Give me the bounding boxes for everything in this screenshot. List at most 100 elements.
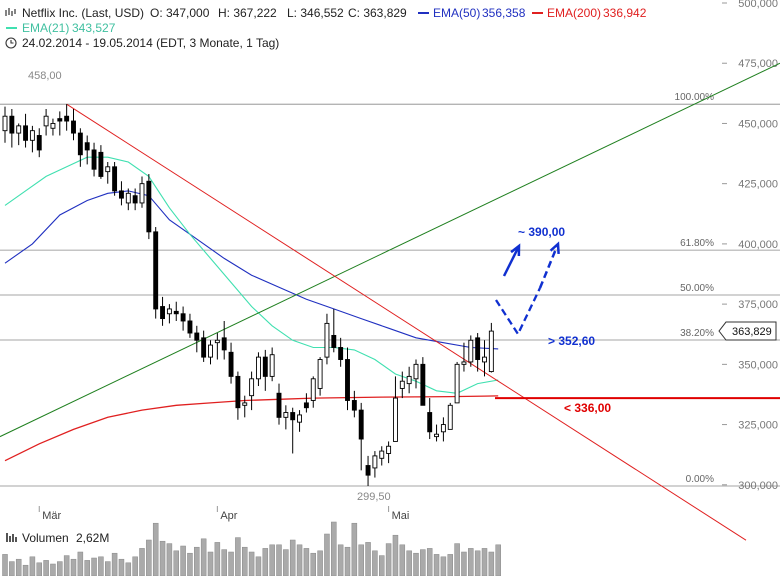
ema21-legend-value: 343,527 — [72, 21, 116, 35]
candle-body — [235, 375, 241, 409]
volume-bar — [385, 543, 392, 576]
candle-body — [338, 347, 344, 360]
fib-level-label: 38.20% — [680, 328, 714, 339]
volume-icon — [12, 534, 14, 542]
volume-bar — [159, 540, 166, 576]
volume-bar — [296, 544, 303, 576]
volume-bar — [283, 549, 289, 576]
ema50-line — [4, 190, 499, 350]
candle-chart-icon — [3, 6, 17, 18]
candle-body — [2, 115, 8, 132]
volume-bar — [447, 554, 453, 576]
candle-body — [180, 313, 186, 322]
ema200-legend-label: EMA(200) — [547, 6, 601, 20]
volume-bar — [269, 544, 275, 576]
candle-body — [440, 424, 446, 433]
candle-body — [256, 356, 261, 380]
volume-bar — [63, 555, 70, 576]
volume-label: Volumen — [22, 531, 69, 545]
chart-header: Netflix Inc. (Last, USD) O: 347,000 H: 3… — [3, 6, 647, 50]
y-tick-label: 350,000 — [738, 359, 778, 371]
candle-body — [475, 337, 481, 360]
volume-bar — [9, 561, 15, 576]
candle-body — [406, 375, 412, 385]
candle-body — [105, 166, 111, 173]
volume-bar — [22, 564, 29, 576]
volume-bar — [29, 556, 36, 576]
volume-bar — [105, 561, 111, 576]
volume-bar — [495, 544, 501, 576]
volume-bar — [70, 558, 77, 576]
candle-body — [132, 195, 138, 204]
candle-body — [290, 412, 296, 421]
candle-body — [482, 356, 487, 363]
volume-bar — [379, 555, 385, 576]
downtrend-line — [66, 103, 747, 541]
candle-body — [125, 192, 131, 204]
volume-bar — [392, 534, 399, 576]
volume-bar — [481, 548, 488, 576]
volume-bar — [351, 522, 358, 576]
volume-bar — [324, 533, 330, 576]
candle-body — [194, 332, 200, 341]
candlesticks — [2, 104, 494, 486]
volume-bar — [139, 548, 145, 576]
low-value: L: 346,552 — [287, 6, 344, 20]
volume-bar — [474, 550, 481, 576]
candle-body — [228, 351, 234, 377]
volume-bar — [433, 554, 440, 576]
volume-bar — [125, 562, 132, 576]
volume-bar — [91, 557, 97, 576]
candle-body — [16, 125, 22, 134]
candle-body — [447, 404, 453, 430]
candle-body — [221, 337, 227, 351]
volume-bar — [235, 537, 241, 576]
y-tick-label: 375,000 — [738, 299, 778, 311]
volume-icon — [6, 533, 8, 542]
clock-icon — [10, 40, 14, 44]
y-tick-label: 325,000 — [738, 420, 778, 432]
volume-bar — [303, 548, 310, 576]
y-tick-label: 500,000 — [738, 0, 778, 10]
volume-bars — [2, 521, 501, 576]
x-tick-label: Mai — [392, 510, 410, 522]
fib-level-label: 100.00% — [675, 92, 715, 103]
y-tick-label: 450,000 — [738, 118, 778, 130]
candle-body — [64, 115, 70, 122]
target-path-dashed — [495, 287, 542, 337]
ema50-legend-value: 356,358 — [482, 6, 526, 20]
y-tick-label: 425,000 — [738, 179, 778, 191]
candle-body — [91, 149, 97, 170]
candle-body — [118, 190, 124, 199]
candle-body — [468, 339, 474, 363]
x-tick-label: Apr — [220, 510, 237, 522]
volume-bar — [413, 552, 419, 576]
volume-bar — [399, 544, 406, 576]
candle-body — [153, 231, 159, 310]
candle-body — [434, 433, 439, 438]
volume-bar — [152, 522, 159, 576]
volume-bar — [57, 561, 63, 576]
candle-body — [399, 380, 405, 389]
candle-body — [283, 412, 289, 418]
candle-body — [112, 166, 118, 192]
target-up-label: ~ 390,00 — [518, 225, 565, 239]
candle-body — [269, 354, 275, 377]
candle-body — [23, 125, 28, 141]
candle-body — [50, 122, 56, 129]
instrument-title: Netflix Inc. (Last, USD) — [22, 6, 144, 20]
fib-level-label: 0.00% — [686, 474, 714, 485]
candle-body — [454, 363, 460, 404]
volume-bar — [344, 546, 351, 576]
uptrend-line — [0, 62, 780, 438]
volume-bar — [337, 544, 344, 576]
y-tick-label: 475,000 — [738, 58, 778, 70]
candle-body — [324, 322, 330, 358]
close-value: C: 363,829 — [348, 6, 407, 20]
ema200-line — [4, 395, 499, 462]
candle-chart-icon — [5, 8, 16, 16]
volume-bar — [468, 548, 474, 576]
fib-level-label: 50.00% — [680, 283, 714, 294]
candle-body — [249, 378, 255, 397]
volume-bar — [242, 546, 248, 576]
